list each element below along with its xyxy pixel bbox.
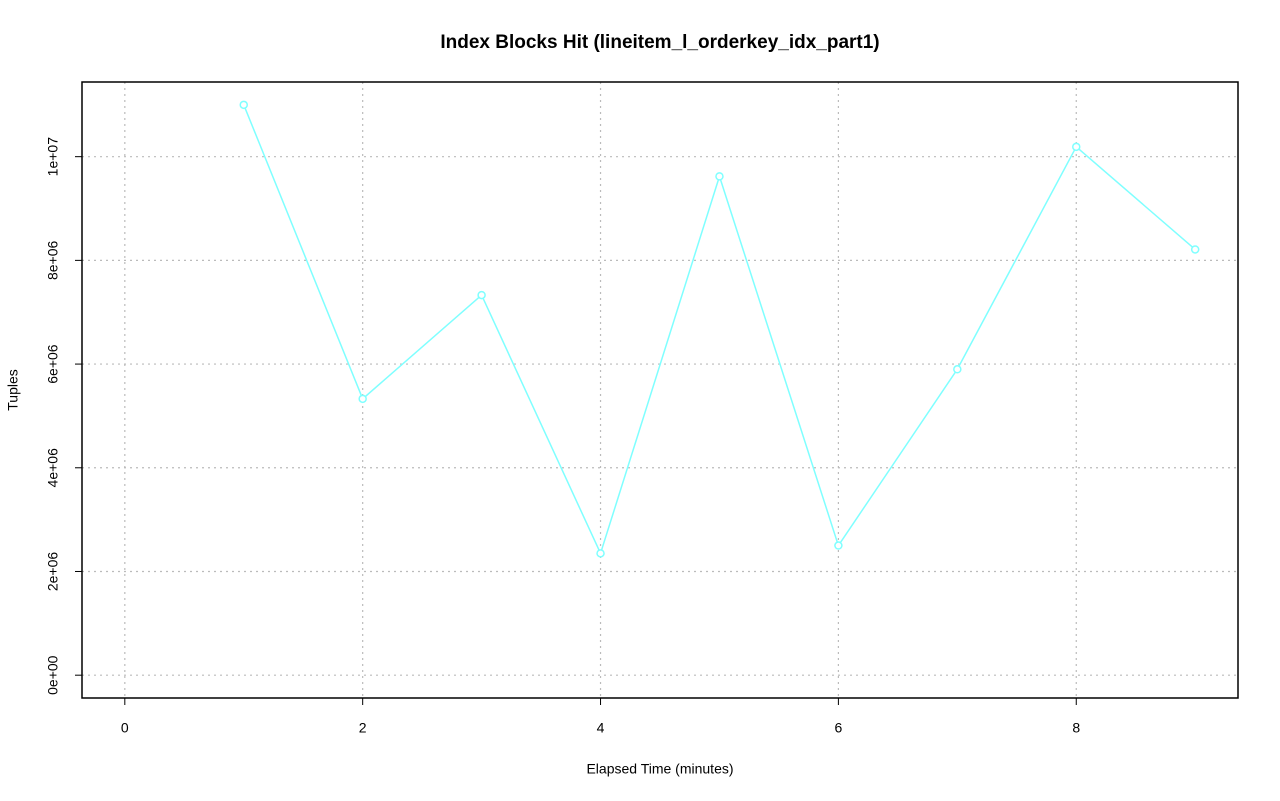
data-point <box>953 365 962 374</box>
y-tick-label: 1e+07 <box>45 137 61 177</box>
data-point <box>1190 245 1200 254</box>
y-axis-label: Tuples <box>5 369 21 411</box>
data-point <box>715 172 724 181</box>
y-tick-label: 2e+06 <box>45 552 61 592</box>
x-axis-label: Elapsed Time (minutes) <box>586 761 733 777</box>
x-tick-label: 6 <box>834 720 842 736</box>
data-point <box>239 100 248 110</box>
y-tick-label: 4e+06 <box>45 448 61 488</box>
x-tick-label: 4 <box>597 720 605 736</box>
data-point <box>596 549 605 558</box>
plot-frame <box>81 81 1239 699</box>
data-point <box>358 394 367 404</box>
chart-title: Index Blocks Hit (lineitem_l_orderkey_id… <box>440 32 879 53</box>
series-line <box>243 104 1196 556</box>
x-tick-label: 2 <box>359 720 367 736</box>
x-tick-label: 0 <box>121 720 129 736</box>
x-tick-label: 8 <box>1072 720 1080 736</box>
y-tick-label: 6e+06 <box>45 344 61 384</box>
data-point <box>834 541 843 550</box>
y-tick-label: 0e+00 <box>45 655 61 695</box>
data-point <box>1072 142 1081 152</box>
y-tick-label: 8e+06 <box>45 241 61 281</box>
data-point <box>477 290 486 300</box>
